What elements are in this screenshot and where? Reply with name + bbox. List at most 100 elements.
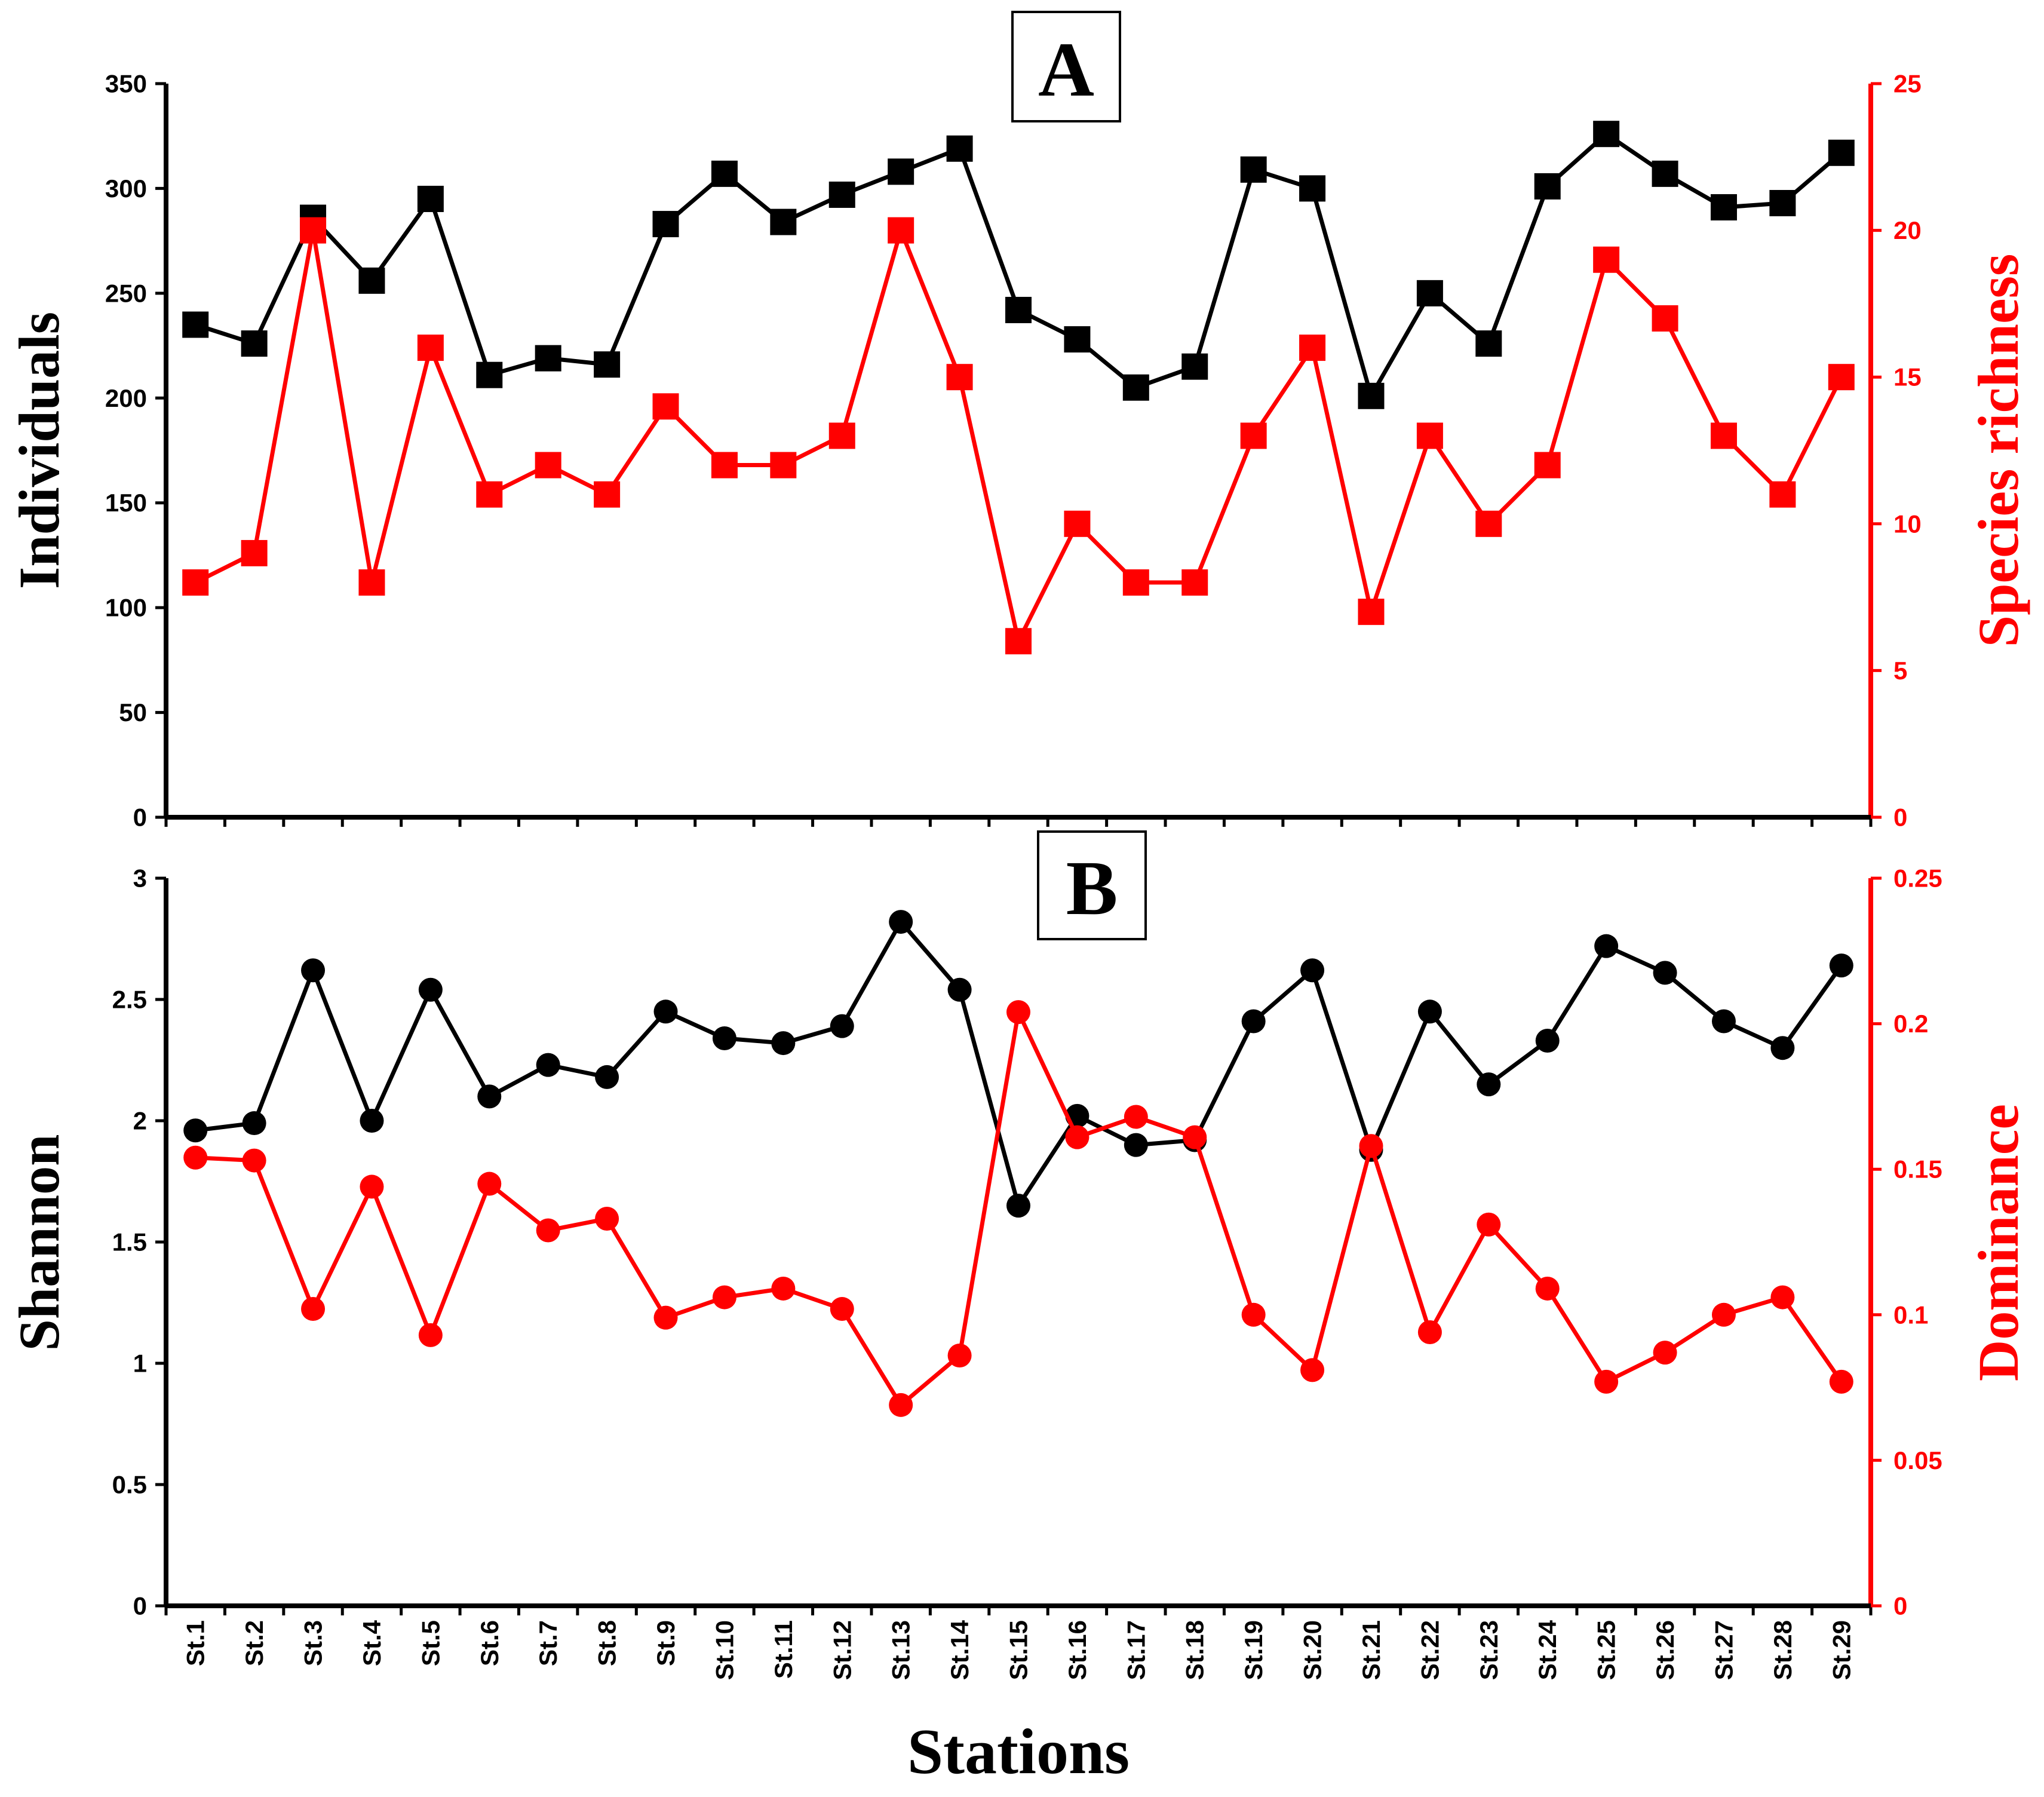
- shannon-point-st-14: [947, 977, 972, 1002]
- shannon-point-st-8: [595, 1065, 619, 1089]
- individuals-point-st-12: [828, 181, 855, 208]
- right-tick-label: 5: [1893, 657, 1907, 685]
- dominance-point-st-27: [1711, 1302, 1736, 1327]
- right-tick-label: 20: [1893, 216, 1922, 244]
- x-tick-label-st-3: St.3: [299, 1620, 327, 1666]
- left-tick-label: 0: [133, 1592, 147, 1620]
- species-richness-point-st-26: [1652, 305, 1678, 332]
- panel-b-x-ticks: [164, 1606, 1873, 1615]
- panel-a-right-axis-label: Species richness: [1966, 254, 2030, 648]
- panel-b-right-axis-label: Dominance: [1966, 1104, 2030, 1381]
- panel-b-chart: St.1 St.2 St.3 St.4 St.5 St.6 St.7 St.8 St.9 St.1…: [7, 830, 2030, 1787]
- x-tick-label-st-4: St.4: [358, 1620, 386, 1666]
- individuals-point-st-22: [1416, 280, 1443, 306]
- species-richness-point-st-21: [1358, 599, 1385, 625]
- species-richness-point-st-9: [652, 393, 679, 420]
- left-tick-label: 0: [133, 804, 147, 832]
- species-richness-point-st-10: [711, 452, 738, 479]
- x-tick-label-st-22: St.22: [1416, 1620, 1444, 1680]
- shannon-point-st-22: [1417, 999, 1442, 1024]
- x-tick-label-st-6: St.6: [475, 1620, 504, 1666]
- individuals-point-st-26: [1652, 160, 1678, 187]
- dominance-point-st-15: [1006, 1000, 1030, 1025]
- dominance-point-st-6: [477, 1172, 502, 1196]
- shannon-point-st-26: [1653, 961, 1677, 985]
- shannon-point-st-27: [1711, 1009, 1736, 1034]
- right-tick-label: 0: [1893, 804, 1907, 832]
- shannon-point-st-15: [1006, 1194, 1030, 1218]
- dominance-point-st-25: [1594, 1369, 1619, 1394]
- species-richness-point-st-18: [1181, 569, 1208, 596]
- panel-a-right-ticks: 0 5 10 15 20 25: [1871, 70, 1922, 832]
- x-tick-label-st-17: St.17: [1122, 1620, 1150, 1680]
- individuals-point-st-2: [241, 330, 268, 357]
- species-richness-point-st-14: [946, 364, 973, 391]
- shannon-point-st-24: [1535, 1029, 1560, 1053]
- species-richness-point-st-15: [1005, 628, 1032, 655]
- dominance-point-st-29: [1829, 1369, 1853, 1394]
- right-tick-label: 0.05: [1893, 1446, 1942, 1474]
- dominance-point-st-8: [595, 1207, 619, 1231]
- individuals-point-st-11: [770, 208, 797, 235]
- individuals-point-st-9: [652, 211, 679, 238]
- right-tick-label: 15: [1893, 363, 1922, 391]
- panel-b-left-axis-label: Shannon: [7, 1134, 71, 1351]
- species-richness-point-st-1: [182, 569, 209, 596]
- dominance-point-st-10: [712, 1285, 736, 1310]
- panel-b-category-labels: St.1 St.2 St.3 St.4 St.5 St.6 St.7 St.8 St.9 St.1…: [182, 1620, 1856, 1680]
- x-tick-label-st-13: St.13: [887, 1620, 915, 1680]
- species-richness-point-st-24: [1534, 452, 1561, 479]
- individuals-point-st-15: [1005, 296, 1032, 323]
- x-tick-label-st-1: St.1: [182, 1620, 210, 1666]
- right-tick-label: 25: [1893, 70, 1922, 98]
- x-tick-label-st-8: St.8: [593, 1620, 621, 1666]
- left-tick-label: 300: [105, 174, 147, 203]
- x-tick-label-st-10: St.10: [710, 1620, 738, 1680]
- x-tick-label-st-7: St.7: [534, 1620, 562, 1666]
- dominance-point-st-13: [889, 1393, 913, 1417]
- left-tick-label: 50: [119, 698, 147, 726]
- shannon-point-st-6: [477, 1084, 502, 1109]
- x-tick-label-st-24: St.24: [1533, 1620, 1561, 1680]
- dominance-point-st-12: [830, 1297, 854, 1321]
- x-tick-label-st-16: St.16: [1063, 1620, 1091, 1680]
- panel-a-x-ticks: [164, 817, 1873, 827]
- x-tick-label-st-19: St.19: [1239, 1620, 1267, 1680]
- shannon-point-st-10: [712, 1026, 736, 1050]
- shannon-point-st-25: [1594, 934, 1619, 958]
- shannon-point-st-11: [771, 1031, 796, 1056]
- individuals-point-st-8: [594, 351, 621, 378]
- right-tick-label: 0.1: [1893, 1301, 1928, 1329]
- individuals-point-st-16: [1064, 326, 1091, 353]
- left-tick-label: 250: [105, 279, 147, 307]
- dominance-point-st-17: [1124, 1105, 1148, 1129]
- series-individuals: [182, 121, 1855, 409]
- dominance-point-st-11: [771, 1276, 796, 1301]
- left-tick-label: 150: [105, 489, 147, 517]
- shannon-point-st-7: [536, 1053, 560, 1077]
- x-axis-label: Stations: [907, 1716, 1130, 1787]
- species-richness-point-st-6: [476, 481, 503, 508]
- shannon-point-st-2: [242, 1111, 266, 1136]
- dominance-point-st-7: [536, 1218, 560, 1243]
- left-tick-label: 3: [133, 864, 147, 893]
- x-tick-label-st-29: St.29: [1827, 1620, 1855, 1680]
- panel-b-title: B: [1066, 845, 1118, 931]
- panel-a-title-box: [1011, 11, 1121, 122]
- species-richness-point-st-5: [417, 335, 444, 361]
- individuals-point-st-10: [711, 160, 738, 187]
- species-richness-point-st-25: [1593, 246, 1620, 273]
- individuals-point-st-20: [1299, 175, 1326, 202]
- dominance-point-st-22: [1417, 1320, 1442, 1345]
- species-richness-point-st-16: [1064, 510, 1091, 537]
- species-richness-point-st-17: [1122, 569, 1149, 596]
- individuals-point-st-28: [1769, 189, 1796, 216]
- x-tick-label-st-26: St.26: [1651, 1620, 1679, 1680]
- species-richness-point-st-23: [1475, 510, 1502, 537]
- right-tick-label: 10: [1893, 510, 1922, 538]
- dominance-point-st-28: [1770, 1285, 1795, 1310]
- shannon-point-st-20: [1300, 958, 1325, 983]
- dominance-point-st-20: [1300, 1358, 1325, 1382]
- left-tick-label: 1.5: [112, 1228, 147, 1256]
